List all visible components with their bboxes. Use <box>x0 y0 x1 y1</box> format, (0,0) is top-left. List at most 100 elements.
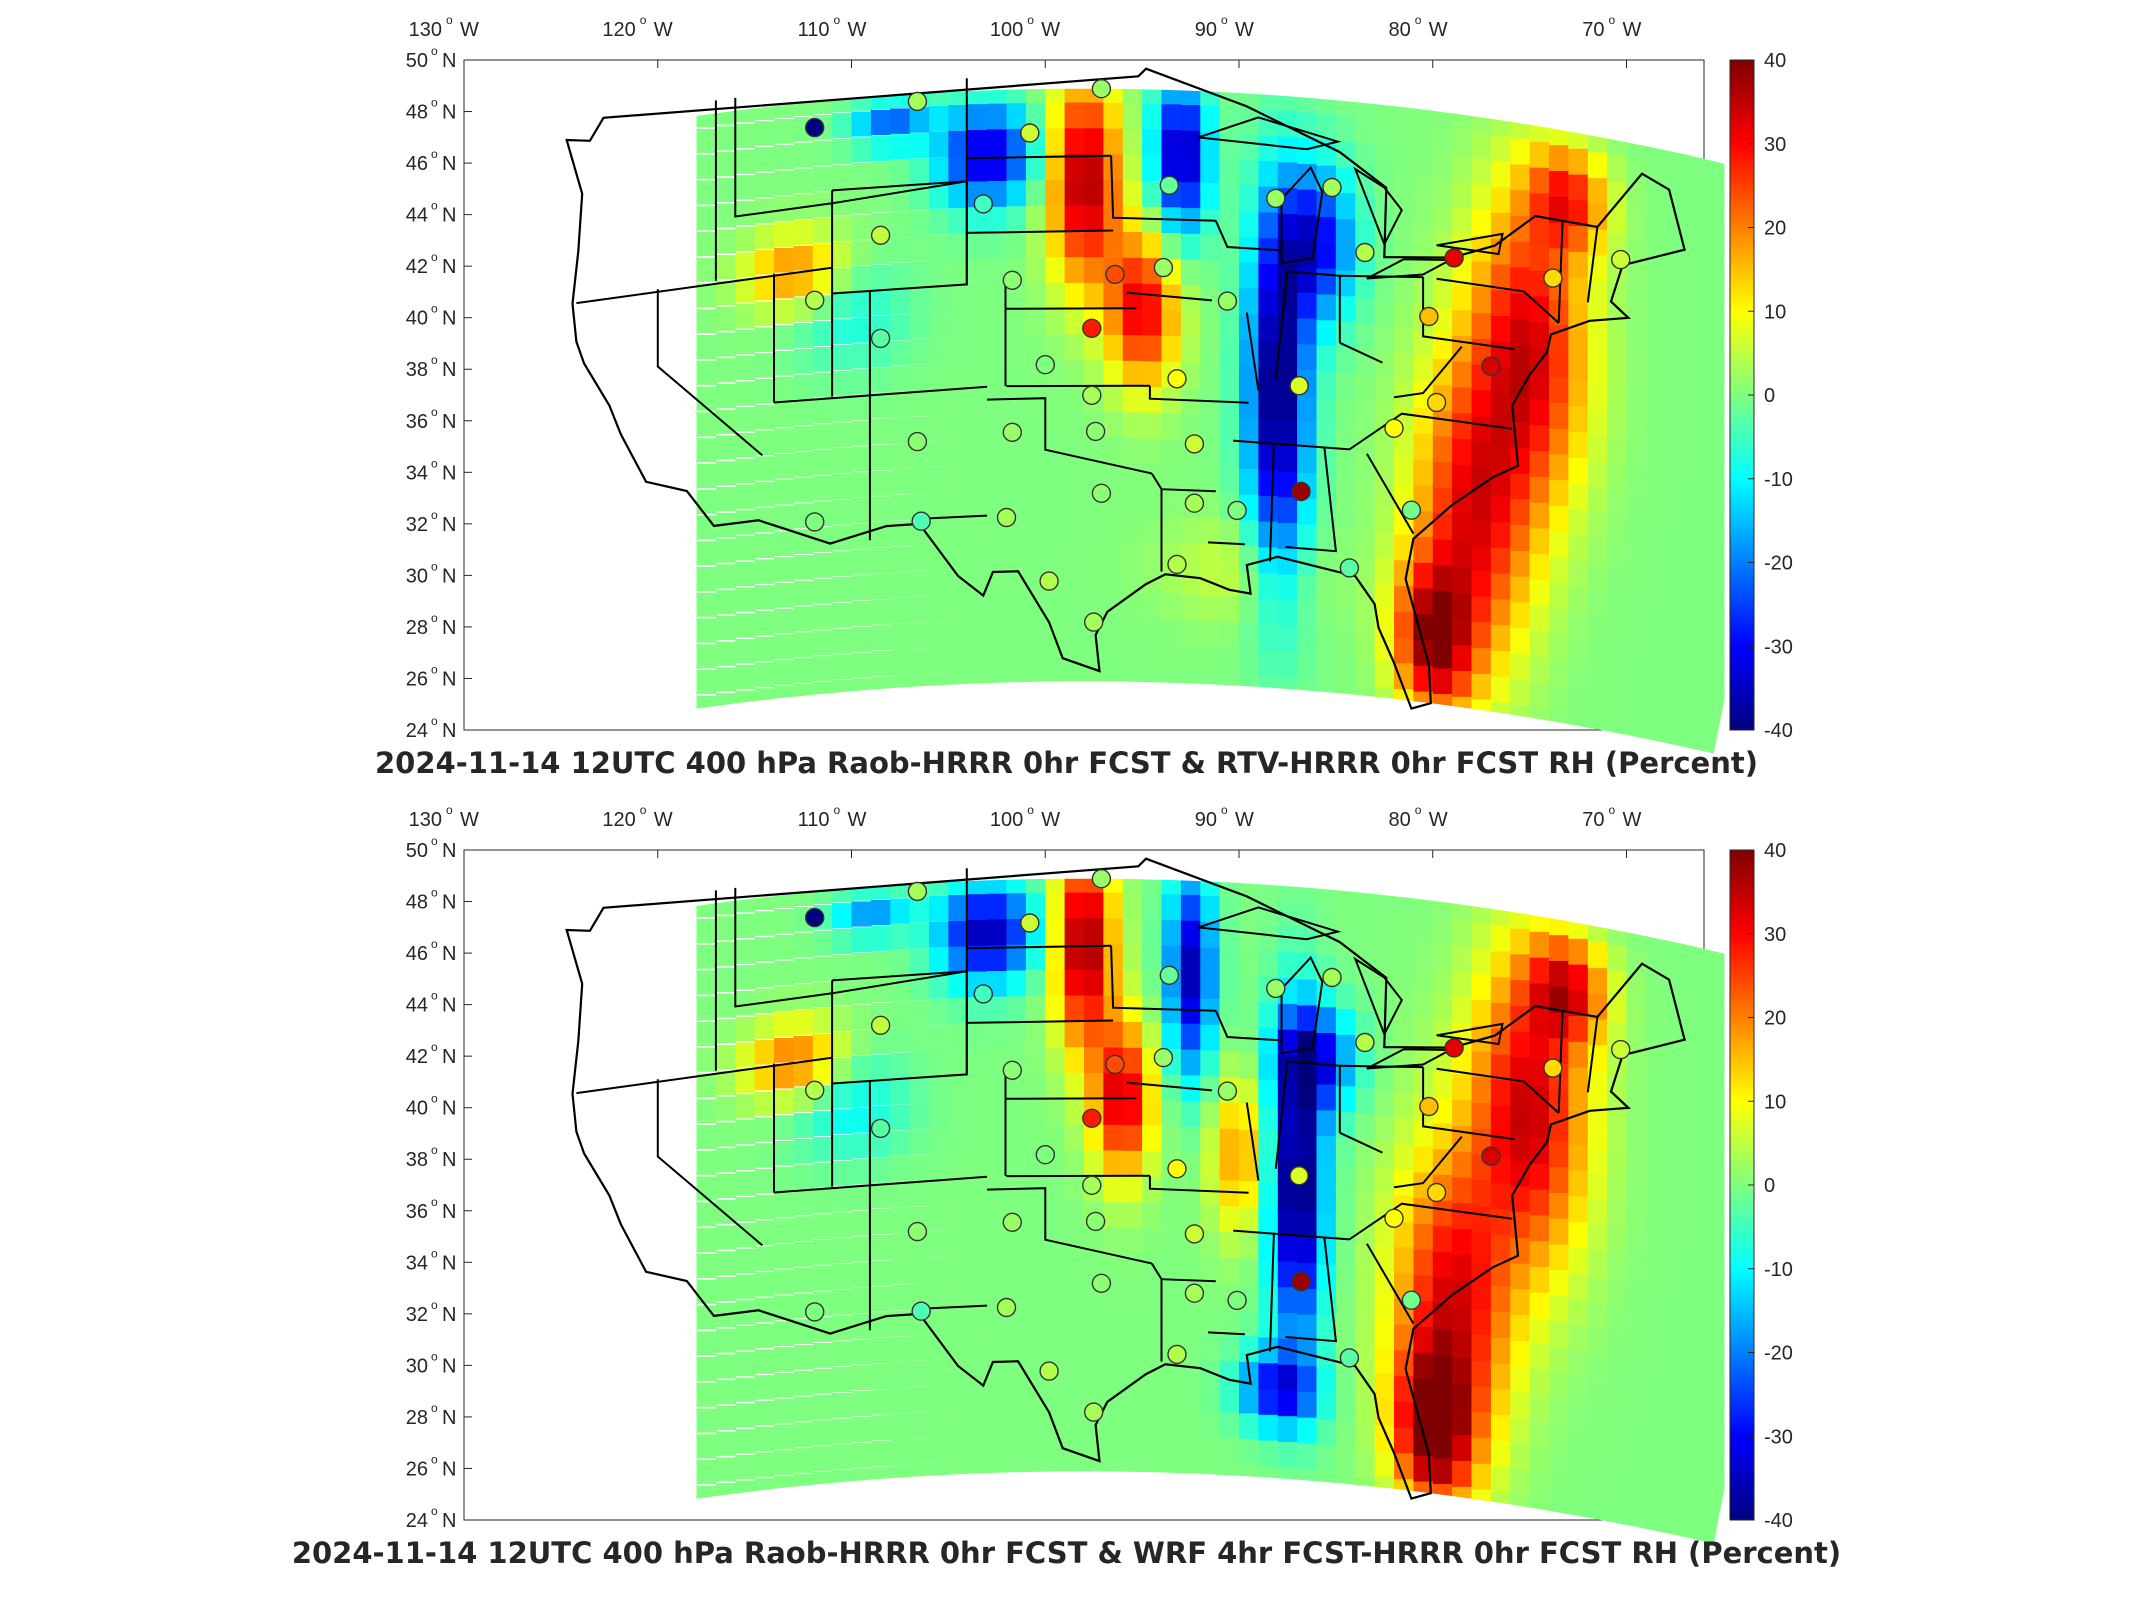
field-cell <box>1684 1266 1705 1298</box>
x-tick-degree: o <box>1415 803 1422 817</box>
field-cell <box>1645 674 1667 706</box>
colorbar-tick-label: -20 <box>1764 1343 1793 1365</box>
field-cell <box>1568 221 1589 252</box>
field-cell <box>1529 601 1550 632</box>
state-border <box>1207 541 1245 546</box>
field-cell <box>754 404 775 430</box>
field-cell <box>1161 88 1182 105</box>
field-cell <box>793 932 814 958</box>
field-cell <box>1704 1451 1725 1483</box>
field-cell <box>1142 591 1163 619</box>
field-cell <box>1432 1300 1454 1330</box>
field-cell <box>832 954 853 980</box>
field-cell <box>870 1441 892 1467</box>
field-cell <box>1665 472 1686 504</box>
field-cell <box>948 88 969 105</box>
field-cell <box>1103 1123 1124 1151</box>
field-cell <box>1355 372 1376 402</box>
field-cell <box>1025 231 1047 258</box>
field-cell <box>909 1103 930 1129</box>
field-cell <box>1626 155 1647 186</box>
field-cell <box>1704 171 1725 203</box>
field-cell <box>1471 1202 1492 1232</box>
field-cell <box>1316 266 1337 295</box>
y-tick-degree: o <box>431 559 438 573</box>
raob-station-marker <box>1184 1224 1205 1244</box>
y-tick-degree: o <box>431 1298 438 1312</box>
field-cell <box>1316 901 1337 930</box>
field-cell <box>1161 643 1182 672</box>
field-cell <box>812 1214 834 1240</box>
field-cell <box>851 1236 872 1262</box>
field-cell <box>1025 308 1047 335</box>
field-cell <box>715 1045 737 1070</box>
field-cell <box>774 934 795 960</box>
field-cell <box>1277 391 1299 420</box>
field-cell <box>851 266 872 292</box>
field-cell <box>1665 1030 1686 1062</box>
colorbar-tick-label: 20 <box>1764 218 1786 240</box>
field-cell <box>1645 184 1667 216</box>
field-cell <box>1529 446 1550 477</box>
field-cell <box>1064 878 1085 893</box>
field-cell <box>1025 1330 1047 1357</box>
field-cell <box>1684 193 1705 225</box>
field-cell <box>1413 1014 1434 1044</box>
field-cell <box>1064 333 1085 361</box>
field-cell <box>1355 1059 1376 1089</box>
field-cell <box>1587 482 1609 514</box>
field-cell <box>774 1244 795 1269</box>
field-cell <box>1200 361 1221 390</box>
field-cell <box>1103 333 1124 361</box>
field-cell <box>832 1289 853 1315</box>
field-cell <box>1394 144 1415 174</box>
field-cell <box>929 1153 950 1180</box>
field-cell <box>832 928 853 954</box>
field-cell <box>1704 1219 1725 1251</box>
field-cell <box>1355 475 1376 505</box>
field-cell <box>1645 545 1667 577</box>
field-cell <box>1277 649 1299 678</box>
field-cell <box>1452 1225 1473 1255</box>
field-cell <box>1064 1097 1085 1125</box>
field-cell <box>1587 173 1609 204</box>
field-cell <box>715 916 737 941</box>
field-cell <box>715 487 737 512</box>
field-cell <box>1471 386 1492 417</box>
raob-station-marker <box>1153 257 1174 278</box>
raob-station-marker <box>1610 249 1631 270</box>
field-cell <box>870 1080 892 1106</box>
field-cell <box>1704 1090 1725 1122</box>
field-cell <box>1626 1125 1647 1157</box>
field-cell <box>735 639 756 664</box>
field-cell <box>948 491 969 518</box>
field-cell <box>1239 337 1260 366</box>
field-cell <box>1645 210 1667 242</box>
raob-station-marker <box>1444 248 1464 268</box>
field-cell <box>929 363 950 390</box>
state-border <box>1148 385 1249 404</box>
raob-station-marker <box>1543 1058 1563 1078</box>
field-cell <box>1064 101 1085 129</box>
field-cell <box>1335 903 1357 932</box>
field-cell <box>1626 1434 1647 1466</box>
field-cell <box>1568 1398 1589 1429</box>
field-cell <box>967 1074 989 1101</box>
field-cell <box>851 369 872 395</box>
field-cell <box>1025 334 1047 361</box>
field-cell <box>1568 273 1589 304</box>
field-cell <box>1200 542 1221 570</box>
field-cell <box>1529 927 1550 958</box>
field-cell <box>1142 488 1163 516</box>
field-cell <box>1684 579 1705 611</box>
field-cell <box>1277 1439 1299 1468</box>
field-cell <box>1432 226 1454 257</box>
field-cell <box>774 608 795 634</box>
field-cell <box>1025 1381 1047 1409</box>
field-cell <box>1122 1381 1144 1409</box>
field-cell <box>890 623 911 650</box>
field-cell <box>832 1083 853 1109</box>
field-cell <box>1084 1020 1105 1048</box>
field-cell <box>1122 1072 1144 1100</box>
field-cell <box>735 1145 756 1170</box>
